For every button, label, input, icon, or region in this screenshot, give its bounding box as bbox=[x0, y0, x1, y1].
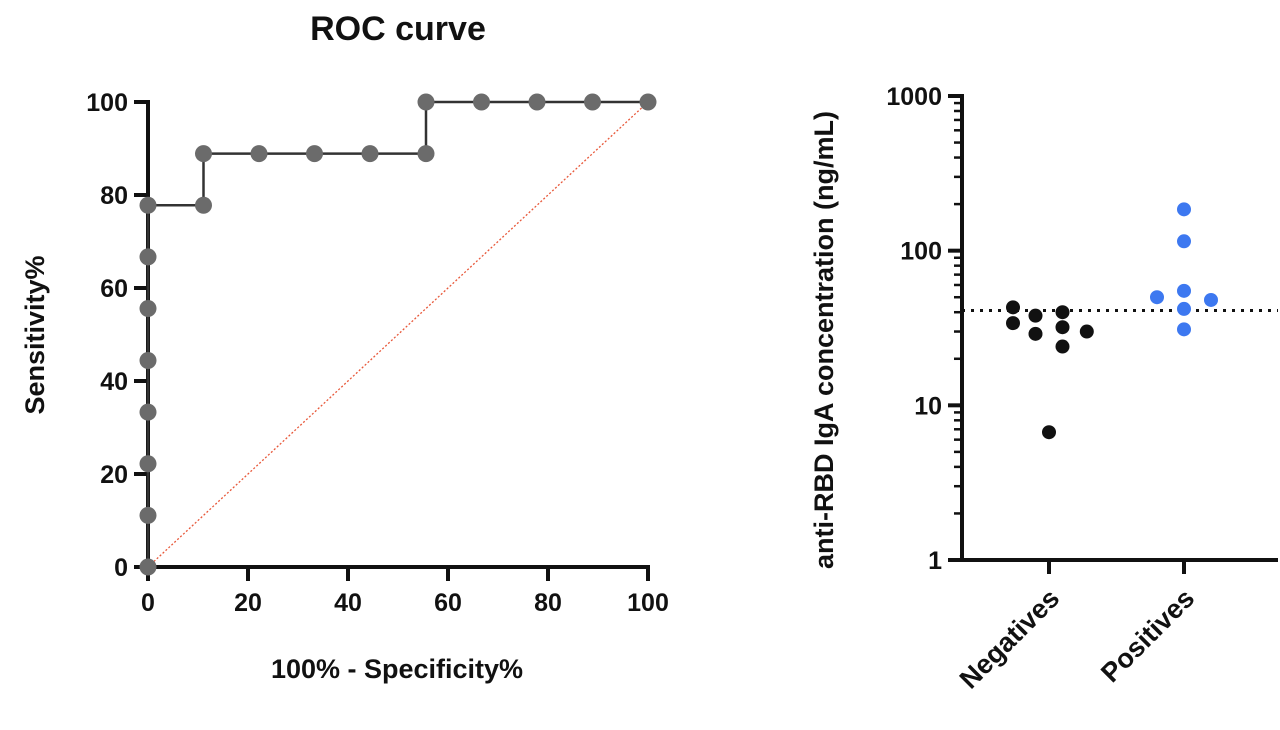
roc-y-tick-label: 40 bbox=[100, 368, 128, 396]
roc-y-tick-label: 80 bbox=[100, 182, 128, 210]
roc-y-tick-label: 100 bbox=[86, 89, 128, 117]
positives-point bbox=[1177, 283, 1191, 298]
roc-y-axis-title: Sensitivity% bbox=[20, 255, 50, 414]
roc-point bbox=[639, 93, 657, 111]
roc-x-tick-label: 80 bbox=[534, 589, 562, 617]
roc-point bbox=[139, 455, 157, 473]
roc-point bbox=[139, 196, 157, 214]
roc-point bbox=[139, 506, 157, 524]
roc-x-tick-label: 60 bbox=[434, 589, 462, 617]
negatives-point bbox=[1006, 316, 1020, 331]
roc-point bbox=[417, 145, 435, 163]
scatter-y-tick-label: 1 bbox=[928, 547, 942, 575]
scatter-category-label: Positives bbox=[1095, 583, 1200, 688]
scatter-category-label: Negatives bbox=[954, 583, 1065, 694]
negatives-point bbox=[1028, 308, 1043, 323]
roc-point bbox=[417, 93, 435, 111]
positives-point bbox=[1177, 234, 1191, 249]
roc-chart-title: ROC curve bbox=[310, 10, 486, 48]
roc-x-tick-label: 100 bbox=[627, 589, 669, 617]
negatives-point bbox=[1055, 339, 1070, 354]
positives-point bbox=[1177, 301, 1191, 316]
negatives-point bbox=[1042, 425, 1056, 440]
scatter-y-tick-label: 1000 bbox=[886, 83, 942, 111]
roc-point bbox=[139, 352, 157, 370]
concentration-scatter-chart: anti-RBD IgA concentration (ng/mL) 1 10 10… bbox=[809, 83, 1278, 694]
positives-point bbox=[1177, 202, 1191, 217]
scatter-y-axis-title: anti-RBD IgA concentration (ng/mL) bbox=[809, 111, 839, 569]
positives-point bbox=[1177, 322, 1191, 337]
roc-point bbox=[528, 93, 546, 111]
roc-point bbox=[195, 196, 212, 214]
roc-y-tick-label: 60 bbox=[100, 275, 128, 303]
negatives-point bbox=[1055, 320, 1070, 335]
roc-x-tick-label: 0 bbox=[141, 589, 155, 617]
roc-point bbox=[584, 93, 601, 111]
reference-diagonal-line bbox=[147, 101, 649, 568]
roc-point bbox=[139, 558, 157, 576]
roc-x-tick-label: 20 bbox=[234, 589, 262, 617]
roc-chart: ROC curve 100% - Specificity% Sensitivit… bbox=[20, 10, 669, 684]
roc-point bbox=[250, 145, 268, 163]
roc-point bbox=[195, 145, 212, 163]
negatives-point bbox=[1028, 326, 1043, 341]
roc-point bbox=[306, 145, 323, 163]
negatives-point bbox=[1079, 324, 1094, 339]
positives-point bbox=[1204, 292, 1218, 307]
roc-point bbox=[139, 403, 157, 421]
roc-y-tick-label: 0 bbox=[114, 554, 128, 582]
roc-point bbox=[139, 299, 157, 317]
roc-x-axis-title: 100% - Specificity% bbox=[271, 654, 523, 684]
negatives-point bbox=[1055, 305, 1070, 320]
roc-point bbox=[139, 248, 157, 266]
scatter-y-tick-label: 100 bbox=[900, 238, 942, 266]
roc-point bbox=[473, 93, 490, 111]
roc-point bbox=[361, 145, 379, 163]
positives-point bbox=[1150, 290, 1164, 305]
scatter-y-tick-label: 10 bbox=[914, 392, 942, 420]
roc-y-tick-label: 20 bbox=[100, 461, 128, 489]
roc-x-tick-label: 40 bbox=[334, 589, 362, 617]
negatives-point bbox=[1006, 300, 1020, 315]
